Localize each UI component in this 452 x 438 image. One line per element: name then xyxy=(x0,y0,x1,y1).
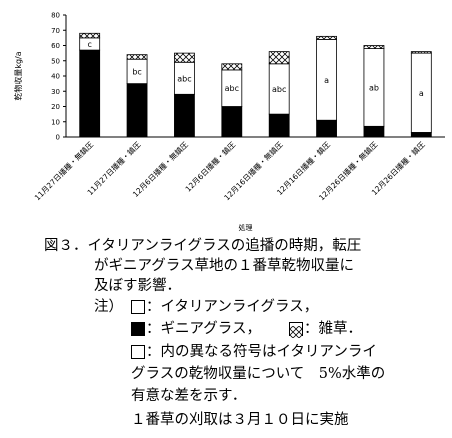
legend-weed-swatch xyxy=(289,322,303,338)
note3-line2: グラスの乾物収量について 5%水準の xyxy=(131,366,386,382)
legend-guinea-swatch xyxy=(131,322,145,336)
y-tick-label: 80 xyxy=(51,12,60,20)
y-tick-label: 10 xyxy=(51,118,60,126)
x-tick-label: 12月6日播種・鎮圧 xyxy=(183,139,238,194)
bar-weed-4 xyxy=(221,63,243,71)
y-tick-label: 70 xyxy=(51,27,60,35)
group-letter: c xyxy=(87,40,91,49)
y-tick-label: 50 xyxy=(51,57,60,65)
group-letter: a xyxy=(324,76,329,85)
letter-note-swatch xyxy=(131,345,145,359)
bar-weed-1 xyxy=(79,32,101,39)
legend-weed-label: ：雑草． xyxy=(304,321,362,337)
y-tick-label: 40 xyxy=(51,73,60,81)
note3-line3: 有意な差を示す． xyxy=(131,388,247,404)
bar-weed-6 xyxy=(316,35,337,40)
note4: １番草の刈取は３月１０日に実施 xyxy=(131,412,349,428)
caption-line-1: 図３．イタリアンライグラスの追播の時期，転圧 xyxy=(44,238,362,254)
caption-line-2: がギニアグラス草地の１番草乾物収量に xyxy=(94,258,354,274)
legend-guinea-label: ：ギニアグラス， xyxy=(146,321,261,337)
bar-guinea-8 xyxy=(410,132,432,138)
bar-guinea-7 xyxy=(363,125,385,138)
bar-guinea-2 xyxy=(126,83,148,138)
bar-weed-8 xyxy=(410,51,432,54)
caption-line-3: 及ぼす影響． xyxy=(94,278,181,294)
yield-chart: 0 10 20 30 40 50 60 70 80 乾物収量kg/a c 11月27日播種・無鎮圧 bc… xyxy=(13,12,445,232)
bar-guinea-5 xyxy=(268,113,290,138)
group-letter: abc xyxy=(225,84,239,93)
y-tick-label: 30 xyxy=(51,88,60,96)
note3-line1: ：内の異なる符号はイタリアンライ xyxy=(146,344,377,360)
y-tick-label: 20 xyxy=(51,103,60,111)
group-letter: ab xyxy=(369,83,379,92)
y-tick-label: 0 xyxy=(56,134,60,142)
bar-guinea-3 xyxy=(174,93,195,138)
note-prefix: 注） xyxy=(94,299,123,315)
bar-weed-7 xyxy=(363,45,385,49)
legend-italian-label: ：イタリアンライグラス， xyxy=(146,299,319,315)
bar-guinea-4 xyxy=(221,106,243,138)
group-letter: a xyxy=(419,89,424,98)
x-tick-label: 11月27日播種・無鎮圧 xyxy=(32,139,95,202)
bar-guinea-6 xyxy=(316,119,337,138)
group-letter: abc xyxy=(177,74,191,83)
group-letter: abc xyxy=(272,85,286,94)
y-tick-label: 60 xyxy=(51,42,60,50)
group-letter: bc xyxy=(132,67,141,76)
bar-weed-5 xyxy=(268,51,290,65)
bar-guinea-1 xyxy=(79,49,101,138)
x-axis-label: 処理 xyxy=(239,223,253,232)
bar-weed-3 xyxy=(174,52,195,63)
y-axis-label: 乾物収量kg/a xyxy=(13,51,23,100)
legend-italian-swatch xyxy=(131,300,145,314)
bar-weed-2 xyxy=(126,54,148,60)
